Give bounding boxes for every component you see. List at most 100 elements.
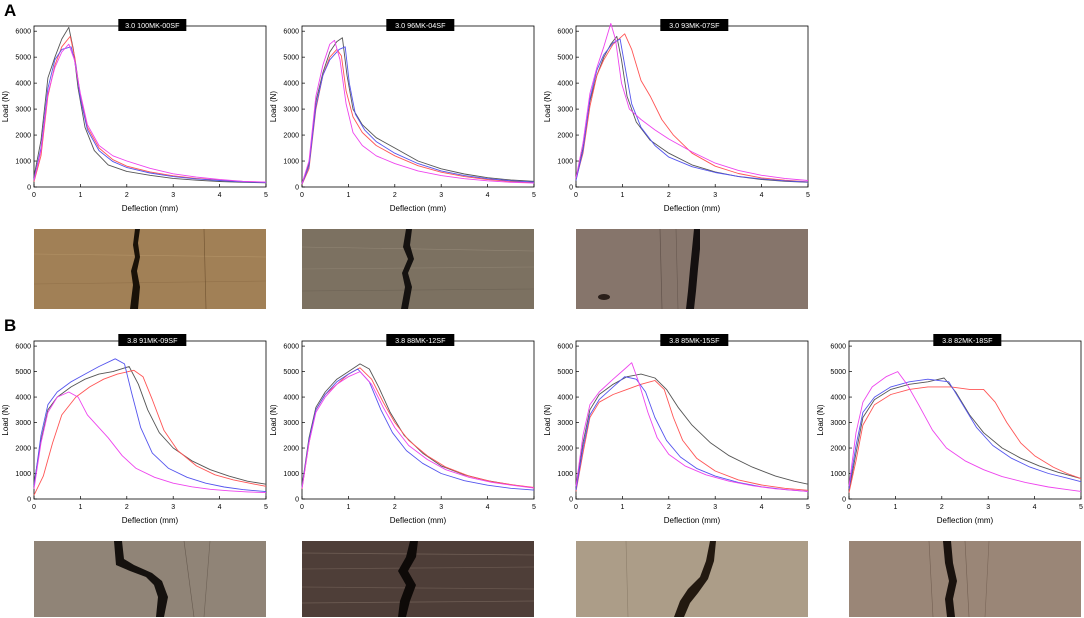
x-tick-label: 4 [1033,504,1037,511]
specimen-photo-3 [576,229,808,309]
y-tick-label: 5000 [557,369,573,376]
y-tick-label: 0 [27,497,31,504]
specimen-photo-4 [34,541,266,617]
x-tick-label: 3 [713,504,717,511]
y-tick-label: 6000 [15,344,31,351]
plot-frame [848,340,1082,500]
x-tick-label: 3 [439,192,443,199]
y-tick-label: 3000 [15,107,31,114]
y-tick-label: 0 [295,497,299,504]
chart-title-box [118,19,187,31]
x-tick-label: 1 [620,504,624,511]
chart-title: 3.0 96MK-04SF [395,21,446,30]
y-tick-label: 4000 [15,81,31,88]
y-tick-label: 6000 [557,344,573,351]
chart-4: 0 1 2 3 4 5 0 1000 2000 3000 4000 5000 6000 Deflectio… [1,334,268,525]
x-tick-label: 1 [346,192,350,199]
x-tick-label: 2 [667,504,671,511]
plot-frame [301,340,535,500]
chart-1: 0 1 2 3 4 5 0 1000 2000 3000 4000 5000 6000 Deflectio… [1,19,268,213]
y-tick-label: 1000 [557,159,573,166]
x-tick-label: 2 [125,504,129,511]
chart-3: 0 1 2 3 4 5 0 1000 2000 3000 4000 5000 6000 Deflectio… [543,19,810,213]
series-line-4 [848,371,1082,492]
x-tick-label: 4 [218,192,222,199]
x-tick-label: 1 [78,192,82,199]
chart-title-box [660,19,729,31]
x-tick-label: 0 [32,504,36,511]
x-tick-label: 2 [940,504,944,511]
y-tick-label: 5000 [830,369,846,376]
y-tick-label: 4000 [283,81,299,88]
x-tick-label: 5 [532,192,536,199]
x-axis-label: Deflection (mm) [664,204,721,213]
x-tick-label: 1 [346,504,350,511]
series-line-4 [33,43,267,183]
chart-7: 0 1 2 3 4 5 0 1000 2000 3000 4000 5000 6000 Deflectio… [816,334,1083,525]
y-axis-label: Load (N) [269,404,278,435]
plot-frame [575,25,809,188]
y-axis-label: Load (N) [543,404,552,435]
x-tick-label: 2 [667,192,671,199]
y-tick-label: 1000 [15,159,31,166]
chart-title: 3.8 88MK-12SF [395,336,446,345]
y-tick-label: 2000 [830,446,846,453]
series-line-2 [301,367,535,489]
panel-label-b: B [4,316,17,335]
x-axis-label: Deflection (mm) [122,204,179,213]
series-line-4 [575,362,809,492]
y-tick-label: 5000 [283,369,299,376]
y-tick-label: 2000 [15,446,31,453]
x-tick-label: 1 [78,504,82,511]
chart-title: 3.0 100MK-00SF [125,21,180,30]
y-tick-label: 6000 [283,344,299,351]
chart-title-box [933,334,1002,346]
series-line-4 [301,39,535,184]
x-tick-label: 4 [486,192,490,199]
y-tick-label: 0 [842,497,846,504]
chart-title: 3.8 85MK-15SF [669,336,720,345]
y-tick-label: 2000 [557,446,573,453]
x-tick-label: 5 [532,504,536,511]
x-tick-label: 4 [760,504,764,511]
series-line-1 [575,35,809,183]
y-tick-label: 0 [295,185,299,192]
y-tick-label: 4000 [15,395,31,402]
series-line-4 [575,22,809,181]
x-tick-label: 2 [125,192,129,199]
y-tick-label: 4000 [830,395,846,402]
x-tick-label: 3 [439,504,443,511]
chart-title-box [660,334,729,346]
y-axis-label: Load (N) [269,91,278,122]
series-line-1 [848,377,1082,492]
x-tick-label: 5 [806,504,810,511]
series-line-2 [33,369,267,496]
chart-title-box [118,334,187,346]
y-tick-label: 2000 [15,133,31,140]
y-tick-label: 1000 [283,471,299,478]
series-line-3 [575,376,809,492]
series-line-4 [301,371,535,489]
x-axis-label: Deflection (mm) [390,516,447,525]
y-tick-label: 4000 [283,395,299,402]
y-tick-label: 5000 [15,369,31,376]
y-axis-label: Load (N) [816,404,825,435]
x-axis-label: Deflection (mm) [937,516,994,525]
y-tick-label: 6000 [830,344,846,351]
y-tick-label: 0 [27,185,31,192]
specimen-photo-5 [302,541,534,617]
x-tick-label: 0 [574,192,578,199]
plot-frame [33,25,267,188]
specimen-photo-2 [302,229,534,309]
x-tick-label: 5 [264,192,268,199]
x-tick-label: 3 [171,504,175,511]
chart-title-box [386,334,455,346]
panel-label-a: A [4,1,17,20]
y-tick-label: 6000 [283,29,299,36]
chart-5: 0 1 2 3 4 5 0 1000 2000 3000 4000 5000 6000 Deflectio… [269,334,536,525]
series-line-3 [301,46,535,185]
specimen-photo-1 [34,229,266,309]
x-tick-label: 3 [171,192,175,199]
y-tick-label: 1000 [283,159,299,166]
